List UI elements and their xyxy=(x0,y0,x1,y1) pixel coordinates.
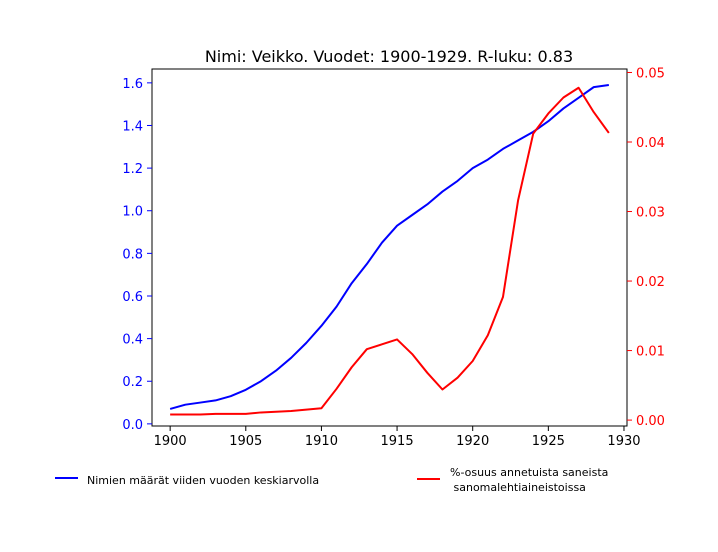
y-right-tick-label: 0.03 xyxy=(636,206,665,221)
y-left-tick-label: 1.4 xyxy=(122,119,143,134)
legend-label-count: Nimien määrät viiden vuoden keskiarvolla xyxy=(87,474,319,487)
x-tick-label: 1910 xyxy=(305,434,338,449)
y-right-tick-label: 0.02 xyxy=(636,275,665,290)
y-left-tick-label: 1.6 xyxy=(122,77,143,92)
legend-label-share-line1: %-osuus annetuista saneista xyxy=(450,466,608,479)
plot-frame xyxy=(151,68,628,427)
y-left-tick-label: 0.6 xyxy=(122,290,143,305)
x-tick-label: 1905 xyxy=(229,434,262,449)
y-left-tick-label: 0.8 xyxy=(122,247,143,262)
plot-area: 1900 1905 1910 1915 1920 1925 1930 0.0 0.2 0.4 0.6… xyxy=(122,66,665,449)
legend: Nimien määrät viiden vuoden keskiarvolla… xyxy=(55,466,608,494)
y-left-tick-label: 0.0 xyxy=(122,418,143,433)
y-left-tick-label: 1.0 xyxy=(122,205,143,220)
y-right-tick-label: 0.04 xyxy=(636,136,665,151)
y-right-tick-label: 0.05 xyxy=(636,66,665,81)
y-right-tick-label: 0.01 xyxy=(636,345,665,360)
chart-title: Nimi: Veikko. Vuodet: 1900-1929. R-luku:… xyxy=(205,47,573,66)
x-tick-label: 1920 xyxy=(456,434,489,449)
x-tick-label: 1915 xyxy=(381,434,414,449)
x-tick-label: 1900 xyxy=(154,434,187,449)
series-line-count xyxy=(169,83,609,410)
y-right-tick-label: 0.00 xyxy=(636,414,665,429)
y-left-tick-label: 0.4 xyxy=(122,333,143,348)
series-line-share xyxy=(170,86,610,416)
x-tick-label: 1930 xyxy=(607,434,640,449)
legend-label-share-line2: sanomalehtiaineistoissa xyxy=(450,481,586,494)
y-left-tick-label: 1.2 xyxy=(122,162,143,177)
y-left-tick-label: 0.2 xyxy=(122,375,143,390)
x-tick-label: 1925 xyxy=(532,434,565,449)
